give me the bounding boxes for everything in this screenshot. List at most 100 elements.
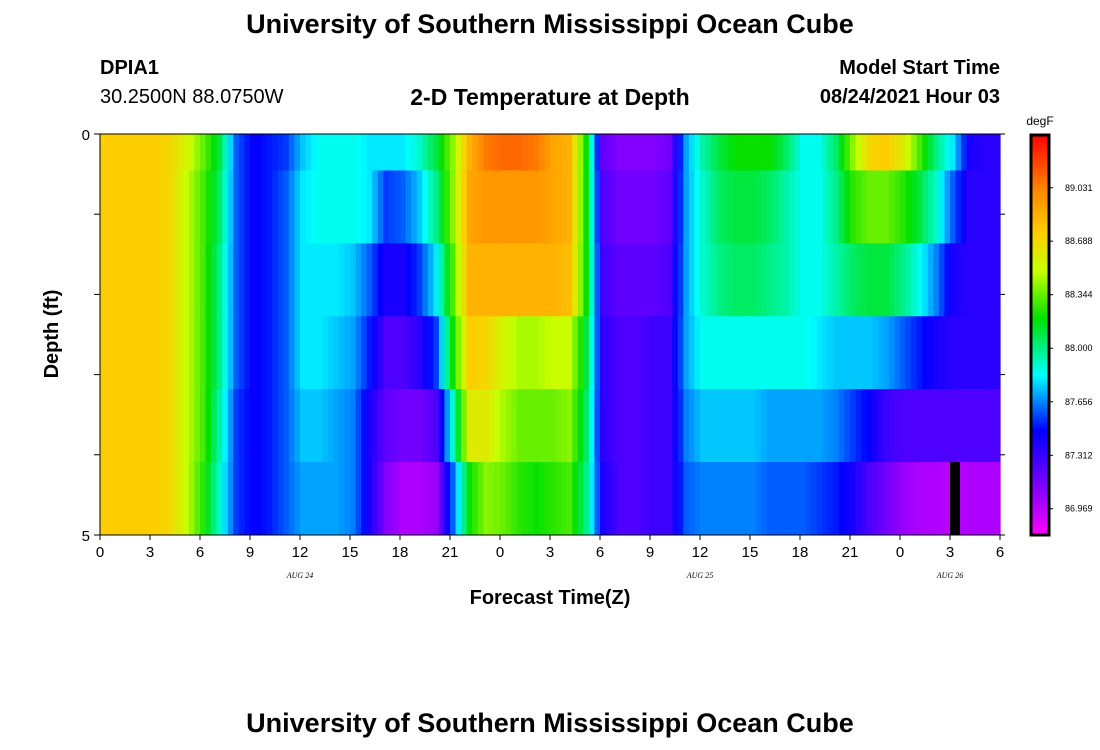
heatmap-cell (211, 462, 218, 536)
heatmap-cell (566, 170, 573, 244)
heatmap-cell (822, 389, 829, 463)
heatmap-cell (855, 170, 862, 244)
heatmap-cell (438, 243, 446, 317)
heatmap-cell (527, 243, 534, 317)
y-tick-label: 0 (82, 127, 90, 144)
heatmap-cell (850, 134, 857, 171)
heatmap-cell (977, 316, 984, 390)
heatmap-cell (600, 389, 607, 463)
heatmap-cell (344, 462, 351, 536)
heatmap-cell (466, 462, 473, 536)
heatmap-cell (133, 134, 140, 171)
heatmap-cell (738, 462, 746, 536)
heatmap-cell (705, 316, 712, 390)
heatmap-cell (183, 462, 190, 536)
heatmap-cell (266, 243, 273, 317)
heatmap-cell (466, 243, 473, 317)
heatmap-cell (655, 243, 662, 317)
heatmap-cell (361, 134, 368, 171)
heatmap-cell (283, 134, 290, 171)
heatmap-cell (750, 389, 757, 463)
heatmap-cell (877, 389, 884, 463)
heatmap-cell (350, 170, 357, 244)
colorbar (1029, 133, 1051, 537)
heatmap-cell (872, 316, 879, 390)
heatmap-cell (461, 316, 468, 390)
heatmap-cell (405, 134, 412, 171)
heatmap-cell (777, 134, 784, 171)
heatmap-cell (288, 170, 296, 244)
x-axis-label: Forecast Time(Z) (470, 587, 631, 609)
heatmap-cell (783, 170, 790, 244)
heatmap-cell (277, 134, 284, 171)
heatmap-cell (216, 462, 223, 536)
heatmap-cell (205, 316, 212, 390)
heatmap-cell (827, 243, 834, 317)
heatmap-cell (627, 243, 634, 317)
heatmap-cell (888, 134, 896, 171)
heatmap-cell (477, 243, 484, 317)
heatmap-cell (605, 389, 612, 463)
colorbar-tick-label: 88.344 (1065, 290, 1093, 300)
heatmap-cell (244, 316, 251, 390)
heatmap-cell (588, 243, 596, 317)
heatmap-cell (694, 389, 701, 463)
colorbar-tick-label: 87.656 (1065, 397, 1093, 407)
heatmap-cell (616, 462, 623, 536)
heatmap-cell (377, 462, 384, 536)
heatmap-cell (461, 134, 468, 171)
heatmap-cell (922, 316, 929, 390)
heatmap-cell (805, 316, 812, 390)
heatmap-cell (422, 462, 429, 536)
heatmap-cell (155, 243, 162, 317)
heatmap-cell (672, 170, 679, 244)
heatmap-cell (661, 243, 668, 317)
heatmap-cell (488, 316, 496, 390)
heatmap-cell (861, 170, 868, 244)
heatmap-cell (577, 134, 584, 171)
heatmap-cell (966, 170, 973, 244)
heatmap-cell (833, 243, 840, 317)
heatmap-cell (138, 316, 146, 390)
heatmap-cell (977, 243, 984, 317)
heatmap-cell (666, 134, 673, 171)
heatmap-cell (761, 243, 768, 317)
heatmap-cell (744, 134, 751, 171)
heatmap-cell (577, 316, 584, 390)
heatmap-cell (116, 134, 123, 171)
heatmap-cell (677, 389, 684, 463)
heatmap-cell (638, 389, 646, 463)
heatmap-cell (950, 134, 957, 171)
heatmap-cell (533, 389, 540, 463)
heatmap-cell (883, 462, 890, 536)
heatmap-cell (488, 243, 496, 317)
x-tick-label: 0 (496, 544, 504, 561)
heatmap-cell (166, 316, 173, 390)
heatmap-cell (405, 243, 412, 317)
heatmap-cell (922, 389, 929, 463)
heatmap-cell (816, 462, 823, 536)
heatmap-cell (516, 316, 523, 390)
heatmap-cell (872, 134, 879, 171)
heatmap-cell (427, 243, 434, 317)
heatmap-cell (788, 134, 796, 171)
heatmap-cell (250, 170, 257, 244)
heatmap-cell (427, 316, 434, 390)
heatmap-cell (261, 316, 268, 390)
heatmap-cell (261, 462, 268, 536)
heatmap-cell (950, 243, 957, 317)
heatmap-cell (711, 316, 718, 390)
heatmap-cell (477, 462, 484, 536)
heatmap-cell (650, 134, 657, 171)
heatmap-cell (122, 134, 129, 171)
heatmap-cell (850, 316, 857, 390)
heatmap-cell (888, 316, 896, 390)
heatmap-cell (100, 170, 107, 244)
heatmap-cell (122, 389, 129, 463)
heatmap-cell (983, 462, 990, 536)
heatmap-cell (838, 316, 846, 390)
heatmap-cell (238, 134, 246, 171)
heatmap-cell (838, 389, 846, 463)
heatmap-cell (472, 316, 479, 390)
heatmap-cell (438, 134, 446, 171)
